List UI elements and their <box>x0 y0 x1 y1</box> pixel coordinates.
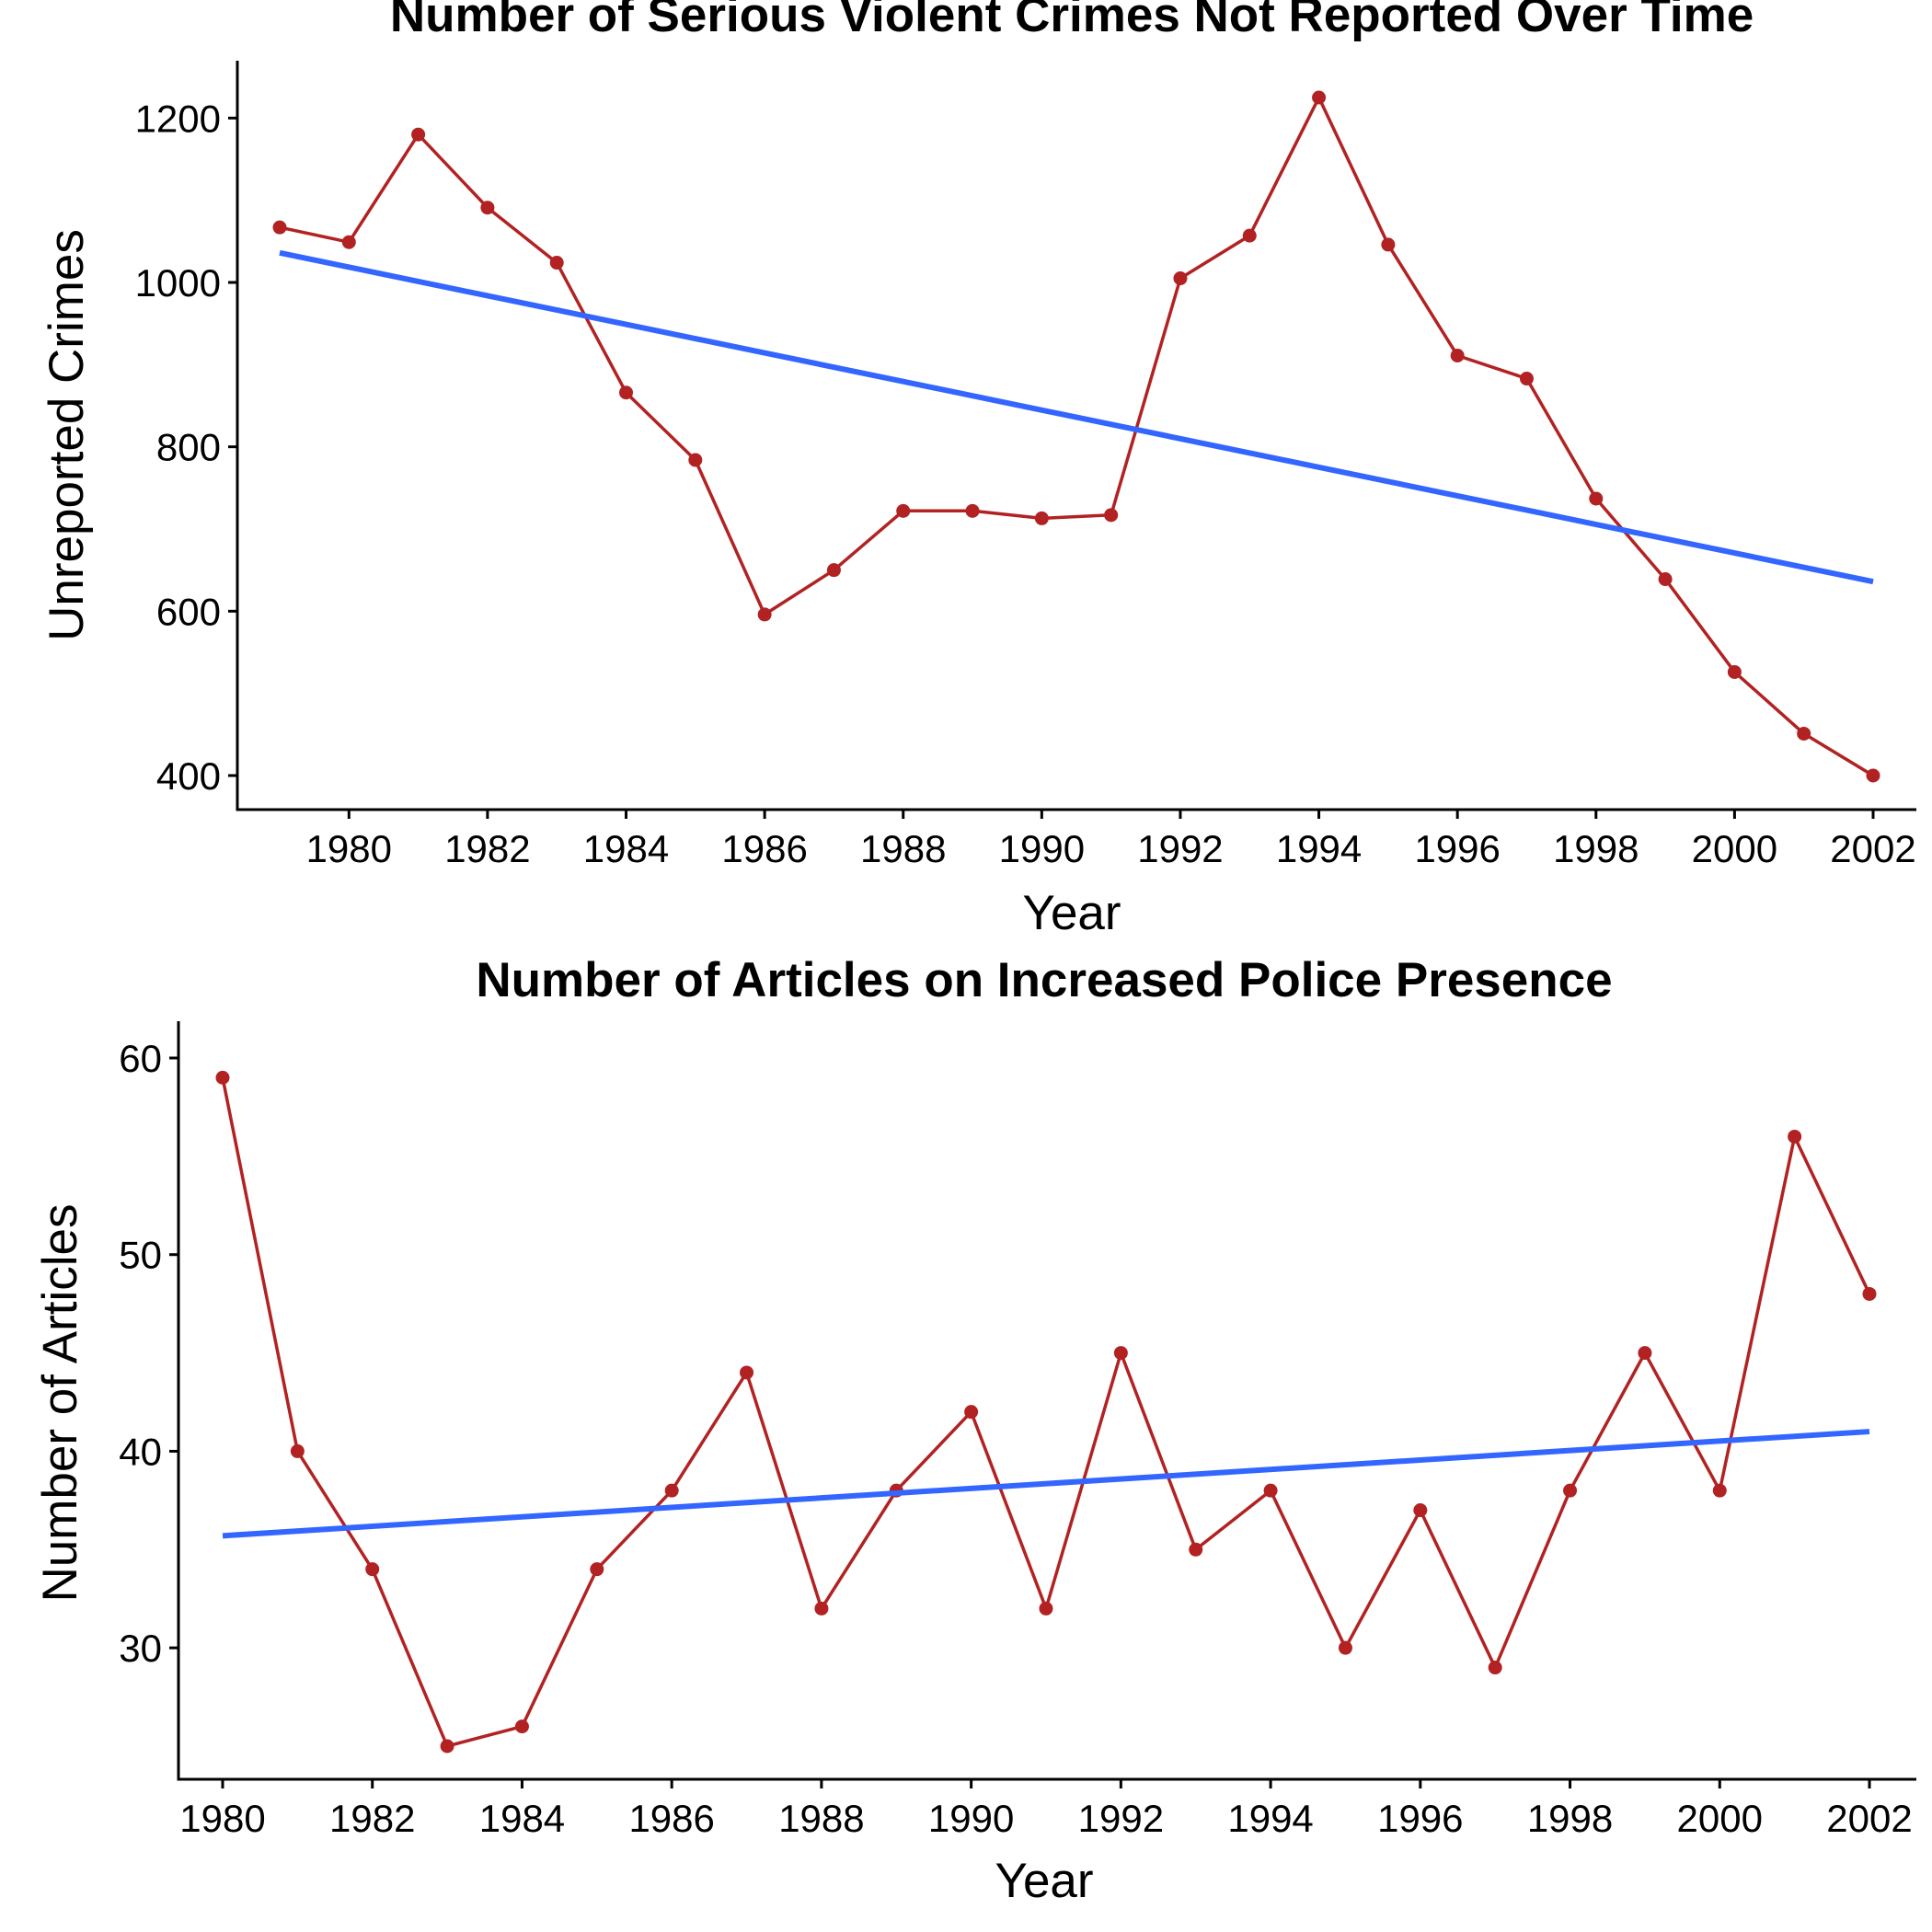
chart-2-data-point <box>1039 1601 1053 1616</box>
chart-1-plot-area: 400 600 800 1000 1200 1980 1982 1984 1986 1988 199… <box>135 61 1916 870</box>
chart-1-series-line <box>279 96 1874 777</box>
chart-2-x-tick-label: 1996 <box>1377 1797 1463 1840</box>
chart-2-plot-area: 30 40 50 60 1980 1982 1984 1986 1988 1990 1992 1994… <box>119 1021 1916 1840</box>
chart-2-x-axis-label: Year <box>995 1854 1093 1908</box>
chart-2-data-point <box>1788 1129 1802 1144</box>
chart-1-data-point <box>1312 90 1327 105</box>
chart-2-data-point <box>1113 1346 1128 1361</box>
chart-2-y-tick-label: 60 <box>119 1037 162 1080</box>
chart-1-data-point <box>1519 372 1534 386</box>
chart-2-title: Number of Articles on Increased Police P… <box>476 953 1612 1007</box>
chart-2-x-tick-label: 1984 <box>479 1797 565 1840</box>
chart-2-y-axis-label: Number of Articles <box>33 1204 87 1603</box>
chart-1-data-point <box>965 503 980 518</box>
chart-1-data-point <box>341 235 356 249</box>
chart-1-x-tick-label: 1998 <box>1553 827 1639 870</box>
chart-1-x-tick-label: 2002 <box>1830 827 1915 870</box>
chart-2-y-tick-label: 30 <box>119 1627 162 1670</box>
chart-1-data-point <box>1450 349 1465 363</box>
chart-2-x-tick-label: 1982 <box>329 1797 415 1840</box>
chart-2-x-tick-label: 1990 <box>928 1797 1014 1840</box>
chart-1-data-point <box>549 256 564 270</box>
chart-1-data-point <box>1173 271 1188 286</box>
chart-2-data-point <box>440 1739 454 1754</box>
chart-2-data-point <box>1712 1483 1727 1498</box>
chart-2-data-point <box>365 1562 380 1577</box>
chart-1-x-tick-label: 1986 <box>721 827 807 870</box>
chart-1-x-axis-label: Year <box>1022 886 1121 940</box>
chart-1-x-tick-label: 1988 <box>860 827 946 870</box>
chart-1: Number of Serious Violent Crimes Not Rep… <box>40 0 1916 940</box>
chart-1-data-point <box>1034 511 1049 525</box>
chart-1-data-point <box>1381 237 1396 252</box>
chart-2-x-tick-label: 1994 <box>1227 1797 1313 1840</box>
chart-2-data-point <box>1413 1503 1428 1518</box>
chart-1-x-tick-label: 1984 <box>583 827 669 870</box>
chart-1-data-point <box>688 453 703 467</box>
chart-1-data-point <box>1727 664 1742 679</box>
chart-2-data-point <box>1338 1640 1352 1655</box>
chart-1-data-point <box>1797 726 1811 741</box>
chart-2-data-point <box>964 1405 979 1420</box>
chart-2-x-tick-label: 2000 <box>1677 1797 1763 1840</box>
chart-2-data-point <box>1862 1286 1877 1301</box>
chart-1-data-point <box>272 220 287 235</box>
chart-2-data-point <box>215 1070 230 1085</box>
chart-1-y-tick-label: 1000 <box>135 261 221 305</box>
chart-2-x-tick-label: 1980 <box>179 1797 265 1840</box>
chart-1-data-point <box>1104 508 1119 523</box>
chart-2-data-point <box>1488 1661 1502 1675</box>
chart-1-x-tick-label: 1992 <box>1137 827 1223 870</box>
chart-2-data-point <box>514 1719 529 1734</box>
chart-1-data-point <box>1866 768 1880 783</box>
chart-1-y-tick-label: 1200 <box>135 97 221 140</box>
chart-1-x-tick-label: 1994 <box>1276 827 1362 870</box>
chart-1-title: Number of Serious Violent Crimes Not Rep… <box>390 0 1754 42</box>
chart-1-y-tick-label: 800 <box>156 426 221 469</box>
chart-1-x-tick-label: 1982 <box>444 827 530 870</box>
chart-2-y-tick-label: 40 <box>119 1430 162 1473</box>
chart-1-data-point <box>826 563 841 578</box>
chart-2-data-point <box>1263 1483 1278 1498</box>
chart-2-x-tick-label: 2002 <box>1826 1797 1912 1840</box>
chart-1-trend-line <box>279 249 1874 585</box>
chart-2-x-tick-label: 1986 <box>628 1797 714 1840</box>
chart-2-y-tick-label: 50 <box>119 1234 162 1277</box>
chart-1-x-tick-label: 2000 <box>1692 827 1777 870</box>
chart-1-data-point <box>1658 571 1673 586</box>
chart-2-x-tick-label: 1988 <box>778 1797 864 1840</box>
chart-1-data-point <box>411 127 426 142</box>
chart-1-y-axis-label: Unreported Crimes <box>40 229 94 641</box>
chart-1-data-point <box>480 201 495 215</box>
chart-1-x-tick-label: 1996 <box>1414 827 1500 870</box>
chart-2: Number of Articles on Increased Police P… <box>33 953 1916 1908</box>
chart-1-x-tick-label: 1990 <box>999 827 1085 870</box>
chart-1-data-point <box>1589 491 1604 506</box>
chart-2-data-point <box>590 1562 604 1577</box>
chart-1-data-point <box>757 607 772 622</box>
chart-2-data-point <box>664 1483 679 1498</box>
chart-2-data-point <box>290 1443 305 1458</box>
chart-2-data-point <box>1638 1346 1652 1361</box>
chart-1-data-point <box>619 385 634 400</box>
chart-2-trend-line <box>222 1429 1870 1539</box>
chart-1-x-tick-label: 1980 <box>306 827 392 870</box>
chart-2-data-point <box>814 1601 829 1616</box>
chart-2-data-point <box>740 1365 754 1380</box>
chart-2-data-point <box>1189 1542 1203 1557</box>
chart-2-series-line <box>221 1077 1871 1748</box>
chart-2-data-point <box>1563 1483 1578 1498</box>
chart-1-y-tick-label: 400 <box>156 754 221 798</box>
chart-1-data-point <box>1242 228 1257 243</box>
chart-2-x-tick-label: 1998 <box>1527 1797 1613 1840</box>
chart-2-x-tick-label: 1992 <box>1078 1797 1164 1840</box>
chart-1-data-point <box>896 503 911 518</box>
chart-1-y-tick-label: 600 <box>156 590 221 633</box>
